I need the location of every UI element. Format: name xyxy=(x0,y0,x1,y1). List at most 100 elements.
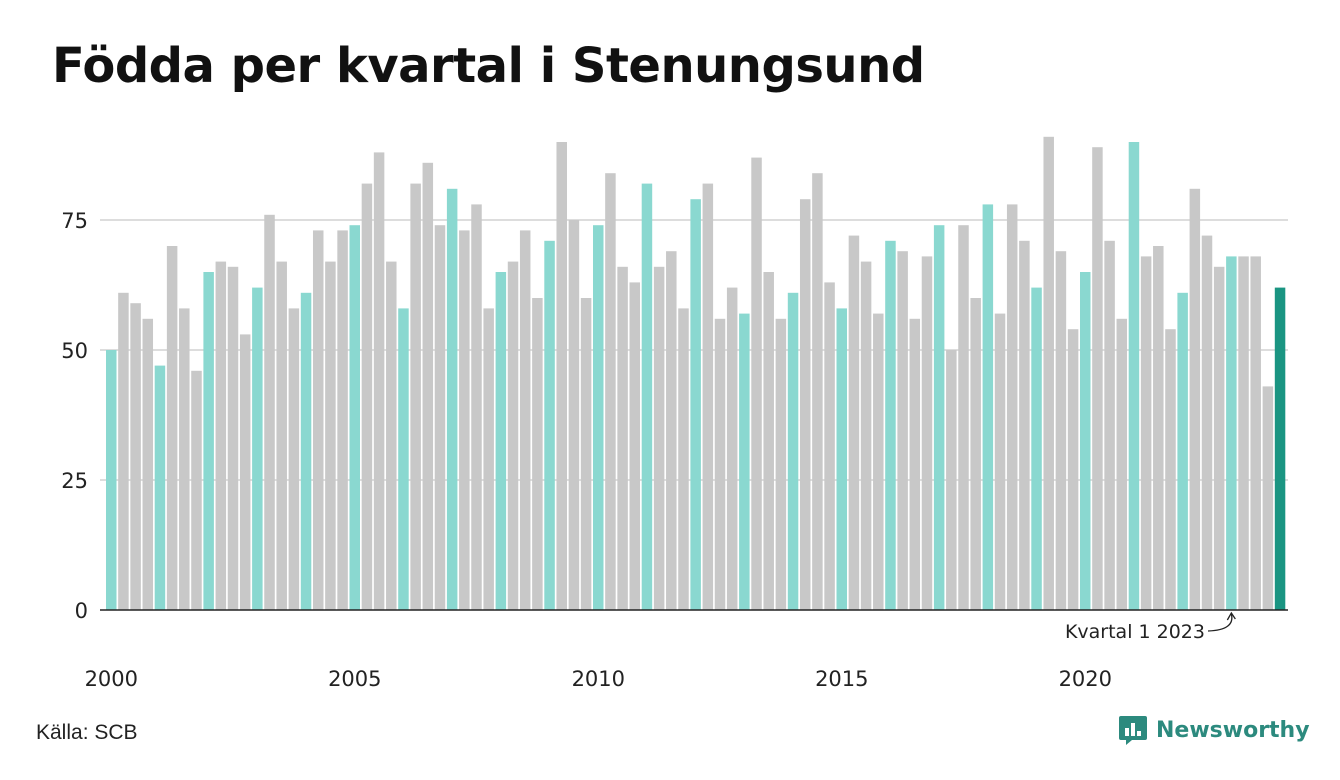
chart-title: Födda per kvartal i Stenungsund xyxy=(52,38,925,94)
bar xyxy=(1043,136,1054,611)
bar xyxy=(812,173,823,610)
bar xyxy=(215,261,227,610)
bar xyxy=(519,230,531,610)
y-tick-label: 75 xyxy=(61,209,88,233)
bar xyxy=(288,308,300,610)
bar xyxy=(1274,287,1286,610)
bar xyxy=(666,251,677,610)
source-label: Källa: SCB xyxy=(36,721,138,744)
axes: 0 25 50 75 2000 2005 2010 2015 2020 xyxy=(61,209,1288,691)
bars xyxy=(106,136,1286,611)
annotation: Kvartal 1 2023 xyxy=(1065,611,1236,643)
bar xyxy=(580,298,592,610)
bar xyxy=(1116,318,1128,610)
bar xyxy=(1262,386,1274,610)
x-tick-label: 2015 xyxy=(815,667,868,691)
bar xyxy=(459,230,470,610)
bar xyxy=(483,308,494,610)
bar xyxy=(1128,142,1140,610)
bar xyxy=(751,157,762,610)
bar xyxy=(1165,329,1176,610)
bar xyxy=(617,266,628,610)
bar xyxy=(507,261,519,610)
annotation-arrow xyxy=(1207,613,1233,632)
brand-name: Newsworthy xyxy=(1156,717,1310,743)
bar xyxy=(885,240,896,611)
bar xyxy=(641,183,653,610)
bar xyxy=(994,313,1006,610)
bar xyxy=(410,183,421,610)
bar xyxy=(471,204,482,610)
bar xyxy=(970,298,981,610)
bar xyxy=(179,308,190,610)
bar xyxy=(556,142,567,610)
bar xyxy=(739,313,750,610)
bar xyxy=(422,162,434,611)
bar xyxy=(1250,256,1261,610)
bar xyxy=(252,287,263,610)
x-tick-label: 2020 xyxy=(1059,667,1112,691)
bar xyxy=(1006,204,1018,610)
bar xyxy=(787,292,799,610)
bar xyxy=(446,188,458,611)
bar xyxy=(605,173,616,610)
annotation-label: Kvartal 1 2023 xyxy=(1065,621,1205,643)
bar xyxy=(873,313,884,610)
bar xyxy=(1213,266,1225,610)
bar xyxy=(702,183,714,610)
bar xyxy=(398,308,409,610)
bar xyxy=(909,318,921,610)
bar xyxy=(1189,188,1201,611)
bar xyxy=(836,308,847,610)
bar xyxy=(203,272,214,610)
bar xyxy=(118,292,129,610)
bar xyxy=(726,287,738,610)
bar xyxy=(690,199,701,610)
bar xyxy=(154,365,166,610)
bar xyxy=(106,350,117,610)
bar xyxy=(763,272,774,610)
bar xyxy=(227,266,239,610)
bar xyxy=(775,318,787,610)
bar xyxy=(495,272,507,610)
bar xyxy=(678,308,689,610)
bar xyxy=(933,225,945,610)
bar xyxy=(653,266,665,610)
bar xyxy=(166,246,178,610)
bar xyxy=(848,235,860,610)
y-tick-label: 0 xyxy=(75,599,88,623)
y-tick-label: 50 xyxy=(61,339,88,363)
bar xyxy=(1055,251,1067,610)
bar xyxy=(1104,240,1115,611)
bar xyxy=(1067,329,1079,610)
bar xyxy=(824,282,835,610)
x-tick-label: 2000 xyxy=(85,667,138,691)
bar xyxy=(361,183,373,610)
bar xyxy=(1153,246,1164,610)
bar xyxy=(1092,147,1103,610)
bar xyxy=(130,303,141,610)
bar xyxy=(1140,256,1152,610)
bar xyxy=(191,370,202,610)
y-tick-label: 25 xyxy=(61,469,88,493)
bar xyxy=(714,318,726,610)
bar xyxy=(897,251,908,610)
bar xyxy=(799,199,811,610)
bar xyxy=(629,282,641,610)
bar xyxy=(434,225,446,610)
bar xyxy=(373,152,385,610)
bar xyxy=(239,334,251,610)
bar xyxy=(312,230,324,610)
x-tick-label: 2010 xyxy=(572,667,625,691)
bar xyxy=(276,261,287,610)
bar xyxy=(337,230,348,610)
newsworthy-logo-icon xyxy=(1119,716,1147,745)
bar xyxy=(386,261,397,610)
bar xyxy=(349,225,360,610)
bar xyxy=(142,318,154,610)
bar xyxy=(568,220,580,610)
bar xyxy=(921,256,933,610)
bar xyxy=(860,261,872,610)
bar xyxy=(1226,256,1237,610)
